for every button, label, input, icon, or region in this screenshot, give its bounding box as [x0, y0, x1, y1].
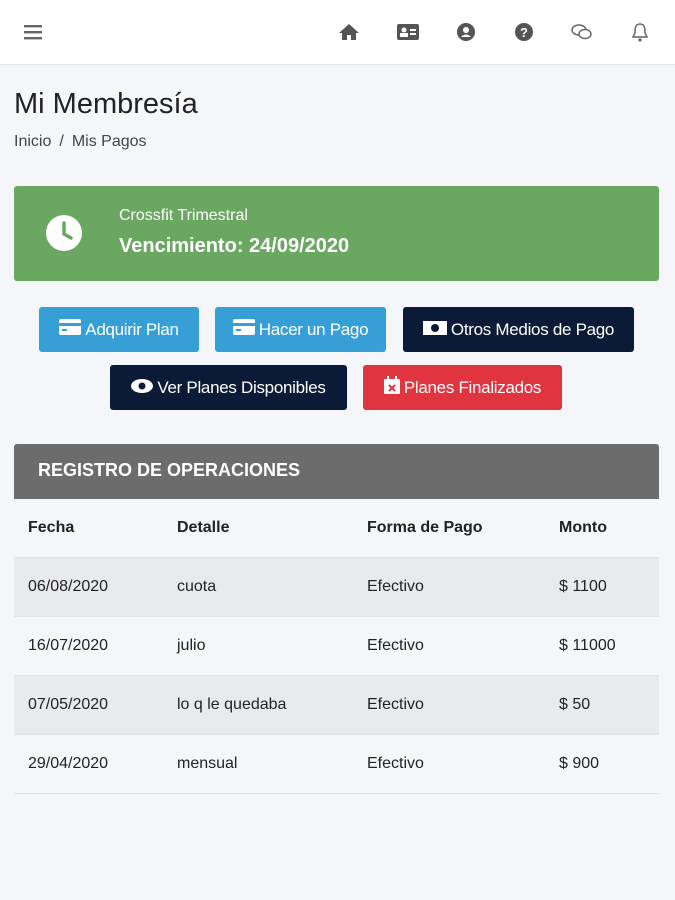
- money-bill-icon: [422, 320, 447, 340]
- table-cell: Efectivo: [367, 578, 424, 595]
- operations-table: REGISTRO DE OPERACIONES Fecha Detalle Fo…: [14, 444, 659, 794]
- question-icon[interactable]: ?: [512, 20, 536, 44]
- table-cell: $ 900: [559, 755, 600, 772]
- table-cell: Efectivo: [367, 637, 424, 654]
- table-title: REGISTRO DE OPERACIONES: [14, 444, 659, 499]
- table-cell: julio: [177, 637, 206, 654]
- user-icon[interactable]: [454, 20, 478, 44]
- column-header: Forma de Pago: [367, 519, 483, 536]
- breadcrumb-current: Mis Pagos: [71, 133, 147, 150]
- table-cell: mensual: [177, 755, 238, 772]
- table-cell: lo q le quedaba: [177, 696, 287, 713]
- otros-medios-button[interactable]: Otros Medios de Pago: [403, 307, 634, 352]
- top-navbar: ?: [0, 0, 675, 65]
- credit-card-icon: [232, 319, 255, 340]
- calendar-times-icon: [383, 376, 400, 399]
- home-icon[interactable]: [337, 20, 361, 44]
- planes-finalizados-button[interactable]: Planes Finalizados: [363, 365, 562, 410]
- breadcrumb-separator: /: [59, 133, 64, 150]
- table-cell: $ 11000: [559, 637, 616, 654]
- table-cell: Efectivo: [367, 755, 424, 772]
- table-cell: Efectivo: [367, 696, 424, 713]
- table-cell: 29/04/2020: [28, 755, 109, 772]
- table-row: 07/05/2020 lo q le quedaba Efectivo $ 50: [14, 676, 659, 735]
- table-cell: 16/07/2020: [28, 637, 109, 654]
- column-header: Fecha: [28, 519, 75, 536]
- plan-name: Crossfit Trimestral: [119, 207, 248, 224]
- table-cell: $ 1100: [559, 578, 607, 595]
- table-row: 06/08/2020 cuota Efectivo $ 1100: [14, 558, 659, 617]
- membership-card: Crossfit Trimestral Vencimiento: 24/09/2…: [14, 186, 659, 281]
- table-cell: $ 50: [559, 696, 591, 713]
- table-row: 29/04/2020 mensual Efectivo $ 900: [14, 735, 659, 794]
- breadcrumb-inicio[interactable]: Inicio: [14, 133, 52, 150]
- id-card-icon[interactable]: [396, 20, 420, 44]
- table-cell: cuota: [177, 578, 217, 595]
- table-cell: 07/05/2020: [28, 696, 109, 713]
- table-header-row: Fecha Detalle Forma de Pago Monto: [14, 499, 659, 558]
- table-cell: 06/08/2020: [28, 578, 109, 595]
- credit-card-icon: [59, 319, 82, 340]
- clock-icon: [46, 215, 82, 256]
- ver-planes-button[interactable]: Ver Planes Disponibles: [110, 365, 347, 410]
- bell-icon[interactable]: [628, 20, 652, 44]
- svg-text:?: ?: [520, 25, 528, 40]
- column-header: Detalle: [177, 519, 230, 536]
- table-row: 16/07/2020 julio Efectivo $ 11000: [14, 617, 659, 676]
- page-title: Mi Membresía: [14, 88, 198, 120]
- menu-icon[interactable]: [21, 20, 45, 44]
- hacer-pago-button[interactable]: Hacer un Pago: [215, 307, 386, 352]
- expiry-date: Vencimiento: 24/09/2020: [119, 235, 350, 257]
- comments-icon[interactable]: [570, 20, 594, 44]
- column-header: Monto: [559, 519, 607, 536]
- adquirir-plan-button[interactable]: Adquirir Plan: [39, 307, 199, 352]
- eye-icon: [131, 378, 154, 398]
- breadcrumb: Inicio / Mis Pagos: [14, 133, 147, 151]
